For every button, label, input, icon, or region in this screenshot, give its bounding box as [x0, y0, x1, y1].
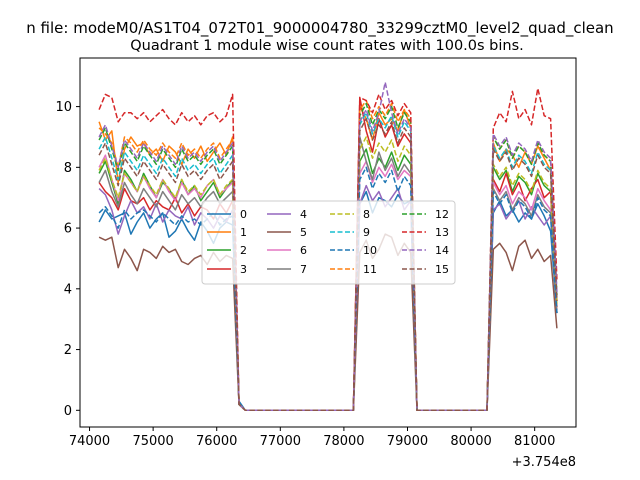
x-tick-label: 78000 [323, 434, 364, 449]
legend-label-5: 5 [300, 226, 307, 239]
chart-title: Quadrant 1 module wise count rates with … [130, 38, 524, 54]
legend-label-15: 15 [435, 263, 449, 276]
x-offset-label: +3.754e8 [512, 455, 576, 470]
legend-label-3: 3 [240, 263, 247, 276]
legend-label-11: 11 [363, 263, 377, 276]
x-tick-label: 77000 [260, 434, 301, 449]
y-tick-label: 4 [64, 282, 72, 297]
axes-frame [79, 57, 577, 428]
plot-series [98, 81, 558, 412]
legend-label-1: 1 [240, 226, 247, 239]
legend-label-8: 8 [363, 208, 370, 221]
y-tick-label: 0 [64, 404, 72, 419]
legend-label-14: 14 [435, 244, 449, 257]
legend-label-12: 12 [435, 208, 449, 221]
x-tick-label: 75000 [132, 434, 173, 449]
legend-label-6: 6 [300, 244, 307, 257]
legend-label-9: 9 [363, 226, 370, 239]
y-tick-label: 6 [64, 222, 72, 237]
x-tick-label: 76000 [196, 434, 237, 449]
legend-label-0: 0 [240, 208, 247, 221]
legend-label-4: 4 [300, 208, 307, 221]
y-tick-label: 2 [64, 343, 72, 358]
x-tick-label: 74000 [69, 434, 110, 449]
y-tick-label: 10 [55, 100, 72, 115]
legend-label-13: 13 [435, 226, 449, 239]
legend-frame [201, 200, 456, 285]
legend-label-2: 2 [240, 244, 247, 257]
x-tick-label: 80000 [450, 434, 491, 449]
y-tick-label: 8 [64, 161, 72, 176]
x-tick-label: 79000 [387, 434, 428, 449]
legend-label-7: 7 [300, 263, 307, 276]
figure-suptitle: n file: modeM0/AS1T04_072T01_9000004780_… [26, 19, 613, 38]
legend-label-10: 10 [363, 244, 377, 257]
axes-ticks: 74000 75000 76000 77000 78000 79000 80000 81000… [55, 100, 555, 449]
series-line-15 [98, 117, 558, 412]
x-tick-label: 81000 [514, 434, 555, 449]
